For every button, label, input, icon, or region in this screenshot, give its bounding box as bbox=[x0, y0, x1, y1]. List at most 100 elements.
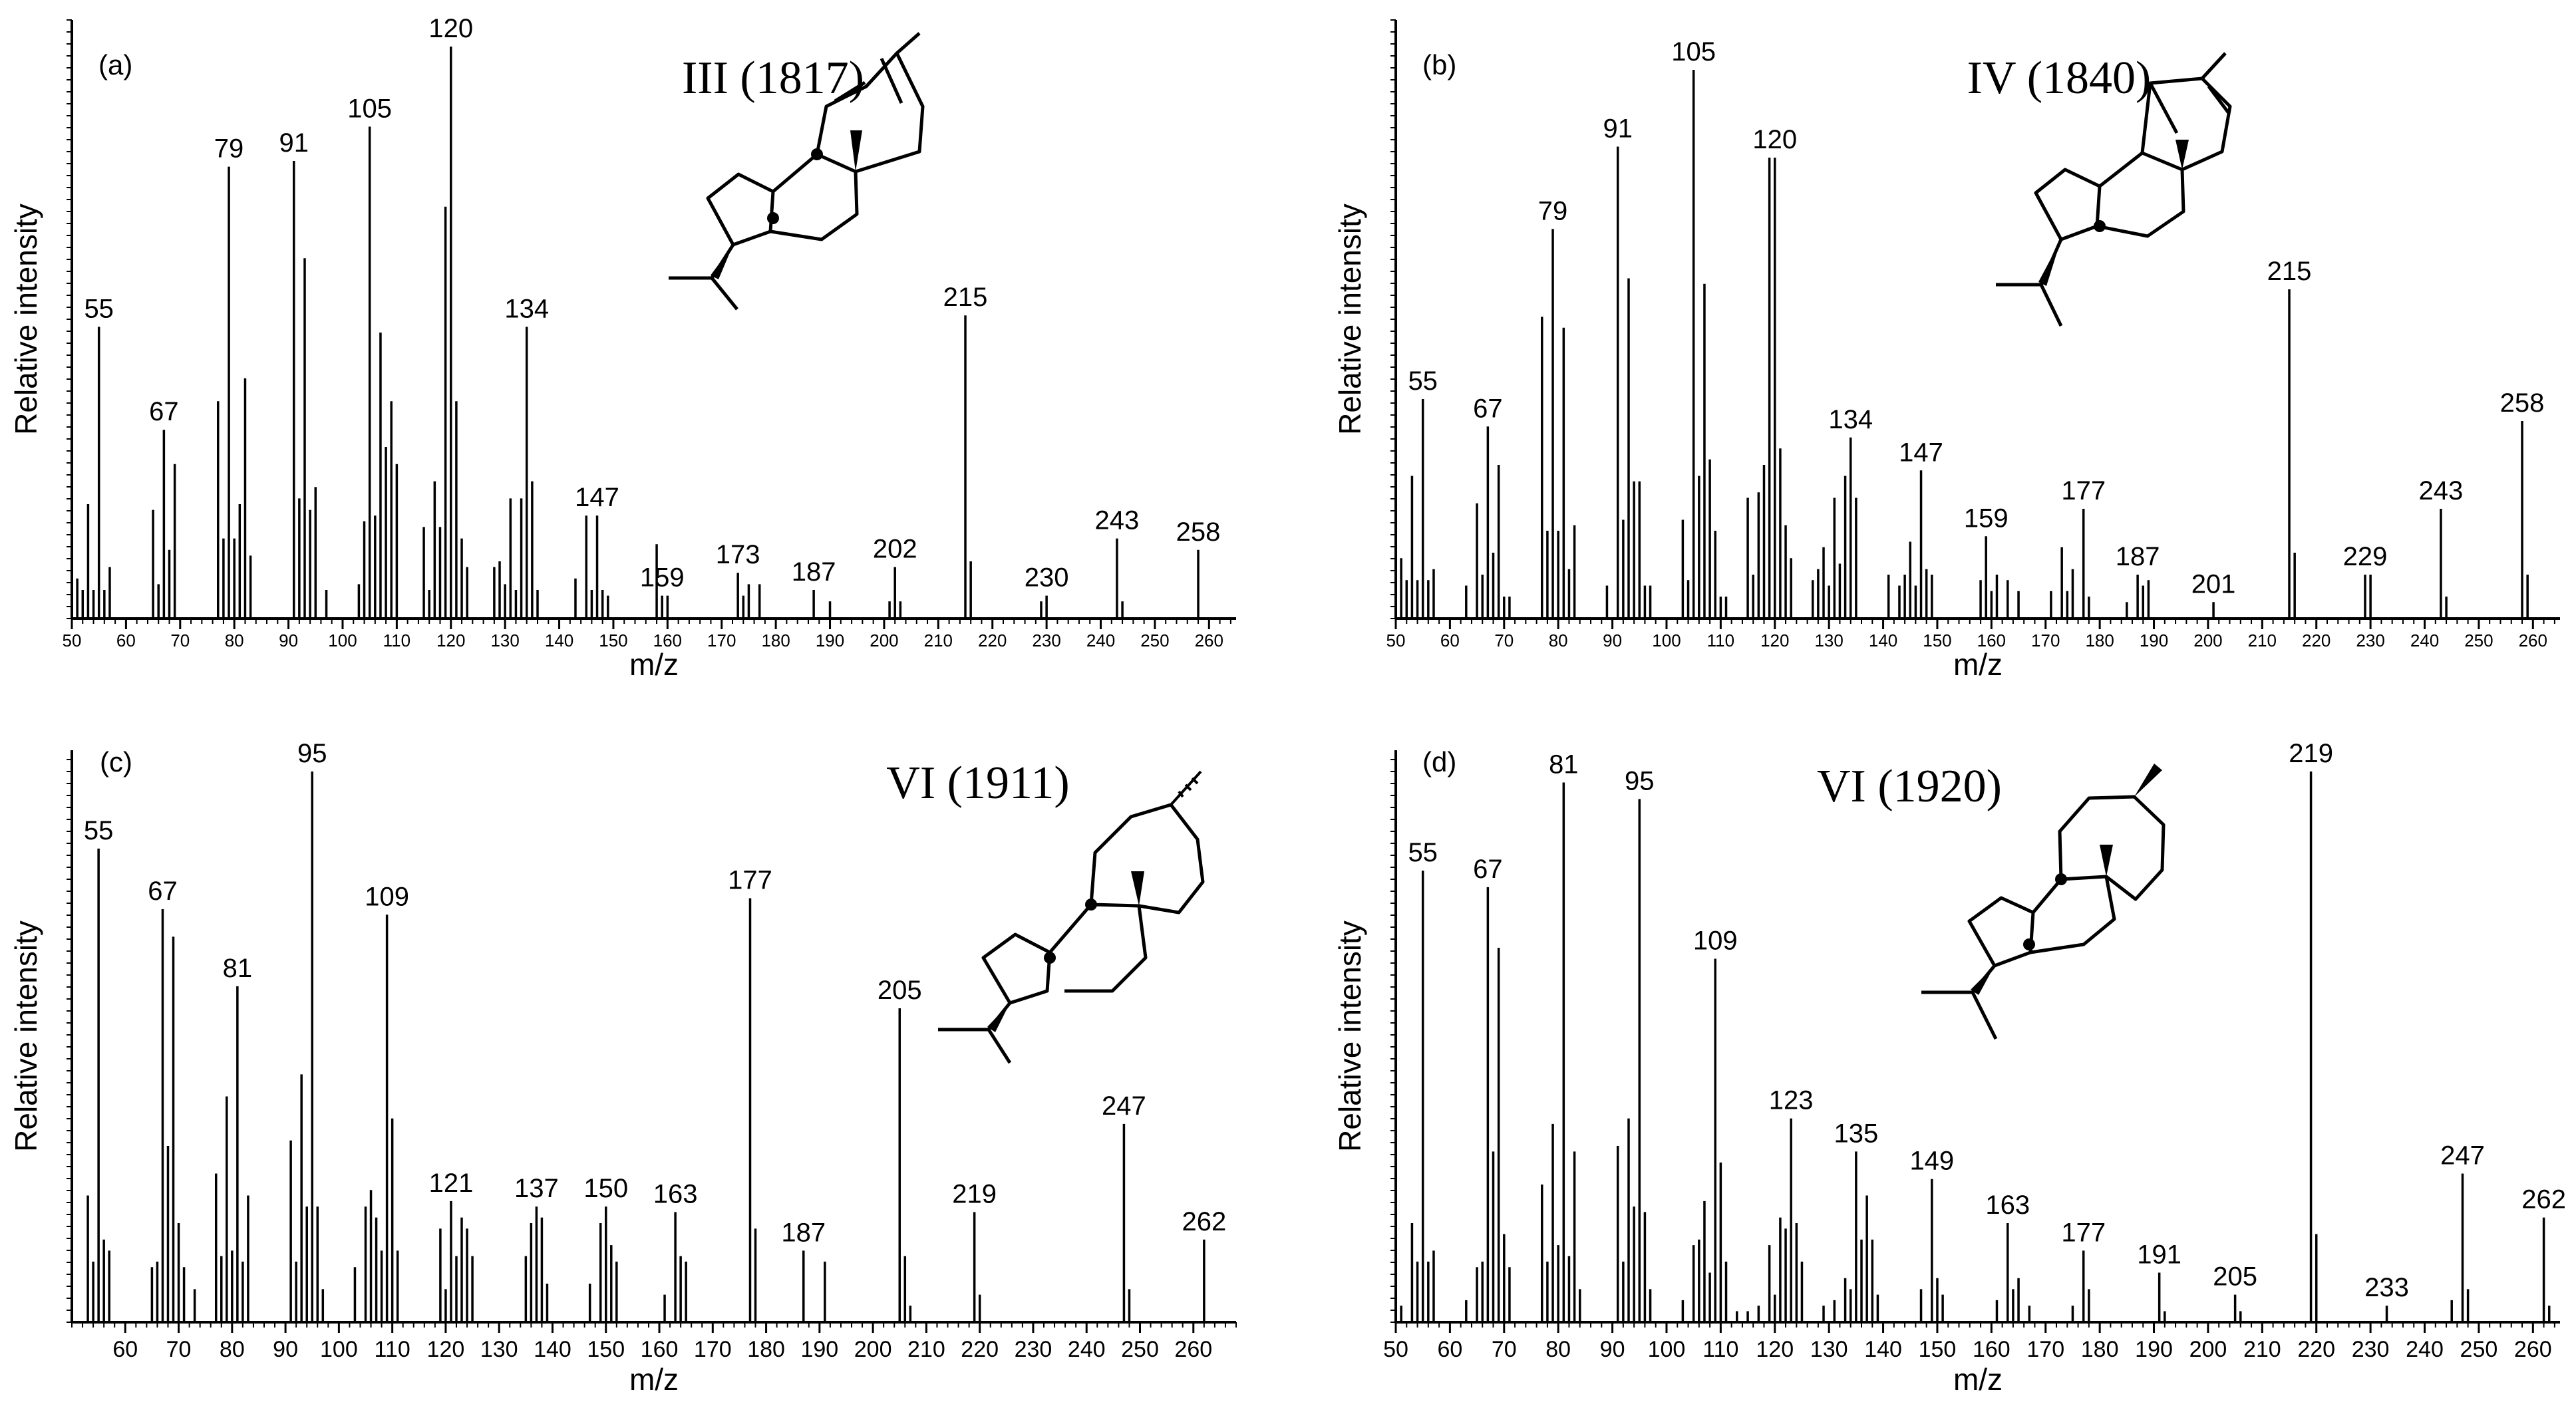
x-tick-label: 230 bbox=[2352, 1337, 2390, 1362]
peak-label: 120 bbox=[428, 14, 473, 43]
peak-label: 55 bbox=[84, 294, 114, 323]
x-tick-label: 200 bbox=[2193, 631, 2222, 650]
x-tick-label: 240 bbox=[2410, 631, 2439, 650]
x-tick-label: 260 bbox=[2514, 1337, 2552, 1362]
compound-label: VI (1911) bbox=[886, 758, 1069, 809]
peak-label: 150 bbox=[583, 1174, 628, 1203]
panel-label: (b) bbox=[1422, 49, 1456, 80]
peak-label: 243 bbox=[2419, 476, 2464, 505]
x-tick-label: 110 bbox=[383, 631, 410, 650]
structure-b bbox=[1996, 52, 2232, 327]
x-tick-label: 180 bbox=[2081, 1337, 2119, 1362]
x-tick-label: 150 bbox=[599, 631, 627, 650]
peak-label: 121 bbox=[429, 1169, 474, 1198]
x-tick-label: 80 bbox=[220, 1337, 245, 1362]
y-axis-title: Relative intensity bbox=[1333, 204, 1367, 435]
peak-label: 109 bbox=[365, 882, 409, 911]
x-tick-label: 160 bbox=[1973, 1337, 2011, 1362]
spectrum-panel-b: 50 60 70 80 90 100 110 120 130 140 150 160 170 180 190… bbox=[1333, 19, 2560, 682]
x-tick-label: 80 bbox=[1549, 631, 1568, 650]
peak-label: 191 bbox=[2137, 1240, 2181, 1269]
x-tick-label: 240 bbox=[2406, 1337, 2444, 1362]
x-tick-label: 120 bbox=[1760, 631, 1789, 650]
x-tick-label: 260 bbox=[2519, 631, 2547, 650]
peak-label: 187 bbox=[781, 1218, 826, 1247]
x-tick-label: 60 bbox=[1440, 631, 1460, 650]
x-tick-label: 170 bbox=[707, 631, 736, 650]
x-tick-label: 100 bbox=[328, 631, 357, 650]
peak-label: 159 bbox=[1964, 503, 2009, 533]
x-tick-label: 160 bbox=[1977, 631, 2006, 650]
y-axis-title: Relative intensity bbox=[9, 920, 43, 1152]
peak-label: 95 bbox=[1625, 766, 1655, 795]
x-tick-label: 250 bbox=[1140, 631, 1169, 650]
x-tick-label: 90 bbox=[279, 631, 298, 650]
peak-label: 123 bbox=[1769, 1086, 1814, 1115]
peak-label: 81 bbox=[223, 954, 253, 983]
x-tick-label: 80 bbox=[225, 631, 244, 650]
x-axis-title: m/z bbox=[1953, 1362, 2003, 1397]
x-tick-label: 60 bbox=[112, 1337, 138, 1362]
x-tick-label: 230 bbox=[1015, 1337, 1052, 1362]
peak-label: 55 bbox=[1408, 366, 1438, 396]
structure-b-marks bbox=[2038, 140, 2189, 286]
peak-label: 163 bbox=[1985, 1191, 2030, 1220]
peak-label: 173 bbox=[716, 540, 760, 569]
peak-label: 258 bbox=[1176, 517, 1221, 547]
x-tick-label: 220 bbox=[978, 631, 1007, 650]
peak-label: 79 bbox=[1538, 196, 1568, 225]
x-tick-label: 70 bbox=[166, 1337, 192, 1362]
x-tick-label: 210 bbox=[924, 631, 953, 650]
spectrum-panel-d: 50 60 70 80 90 100 110 120 130 140 150 160 170 180 190… bbox=[1333, 739, 2566, 1397]
panel-label: (c) bbox=[100, 746, 132, 777]
x-tick-label: 160 bbox=[653, 631, 682, 650]
peak-label: 202 bbox=[873, 535, 917, 564]
panel-label: (a) bbox=[98, 49, 132, 80]
x-tick-label: 170 bbox=[2031, 631, 2060, 650]
peak-label: 177 bbox=[2061, 1218, 2106, 1247]
peak-label: 230 bbox=[1025, 563, 1069, 593]
x-tick-label: 210 bbox=[2248, 631, 2277, 650]
x-tick-label: 140 bbox=[545, 631, 573, 650]
peak-label: 134 bbox=[504, 294, 549, 323]
peak-label: 147 bbox=[1899, 438, 1943, 467]
peak-label: 91 bbox=[1603, 114, 1633, 144]
peak-label: 149 bbox=[1909, 1147, 1954, 1176]
peak-label: 55 bbox=[1408, 838, 1438, 867]
peak-label: 187 bbox=[792, 557, 836, 587]
x-tick-label: 190 bbox=[800, 1337, 838, 1362]
x-tick-label: 250 bbox=[2460, 1337, 2498, 1362]
x-tick-label: 220 bbox=[961, 1337, 999, 1362]
peak-label: 105 bbox=[347, 94, 392, 123]
peak-label: 55 bbox=[84, 816, 114, 845]
peak-label: 120 bbox=[1752, 125, 1797, 154]
peak-label: 262 bbox=[2521, 1185, 2566, 1214]
x-tick-label: 180 bbox=[761, 631, 790, 650]
peak-label: 105 bbox=[1671, 37, 1716, 67]
x-tick-label: 50 bbox=[63, 631, 82, 650]
x-tick-label: 80 bbox=[1545, 1337, 1571, 1362]
spectrum-panel-a: 50 60 70 80 90 100 110 120 130 140 150 160 170 180 190… bbox=[9, 14, 1236, 682]
peak-label: 137 bbox=[514, 1174, 559, 1203]
structure-c-marks bbox=[987, 770, 1202, 1032]
x-tick-label: 110 bbox=[1707, 631, 1734, 650]
x-tick-label: 70 bbox=[1494, 631, 1514, 650]
compound-label: VI (1920) bbox=[1817, 761, 2002, 812]
peak-label: 233 bbox=[2364, 1273, 2409, 1302]
x-tick-label: 220 bbox=[2297, 1337, 2335, 1362]
x-tick-label: 250 bbox=[1121, 1337, 1159, 1362]
peak-label: 247 bbox=[2440, 1141, 2485, 1170]
structure-a-marks bbox=[711, 130, 862, 279]
peak-label: 163 bbox=[653, 1179, 698, 1208]
x-tick-label: 110 bbox=[375, 1337, 410, 1362]
x-tick-label: 100 bbox=[1652, 631, 1681, 650]
peak-label: 81 bbox=[1549, 750, 1579, 779]
peak-label: 79 bbox=[214, 134, 244, 164]
x-tick-label: 150 bbox=[1923, 631, 1951, 650]
y-axis-title: Relative intensity bbox=[1333, 920, 1367, 1152]
compound-label: III (1817) bbox=[682, 53, 864, 104]
x-tick-label: 150 bbox=[587, 1337, 625, 1362]
x-tick-label: 190 bbox=[2140, 631, 2168, 650]
x-tick-label: 180 bbox=[2085, 631, 2114, 650]
